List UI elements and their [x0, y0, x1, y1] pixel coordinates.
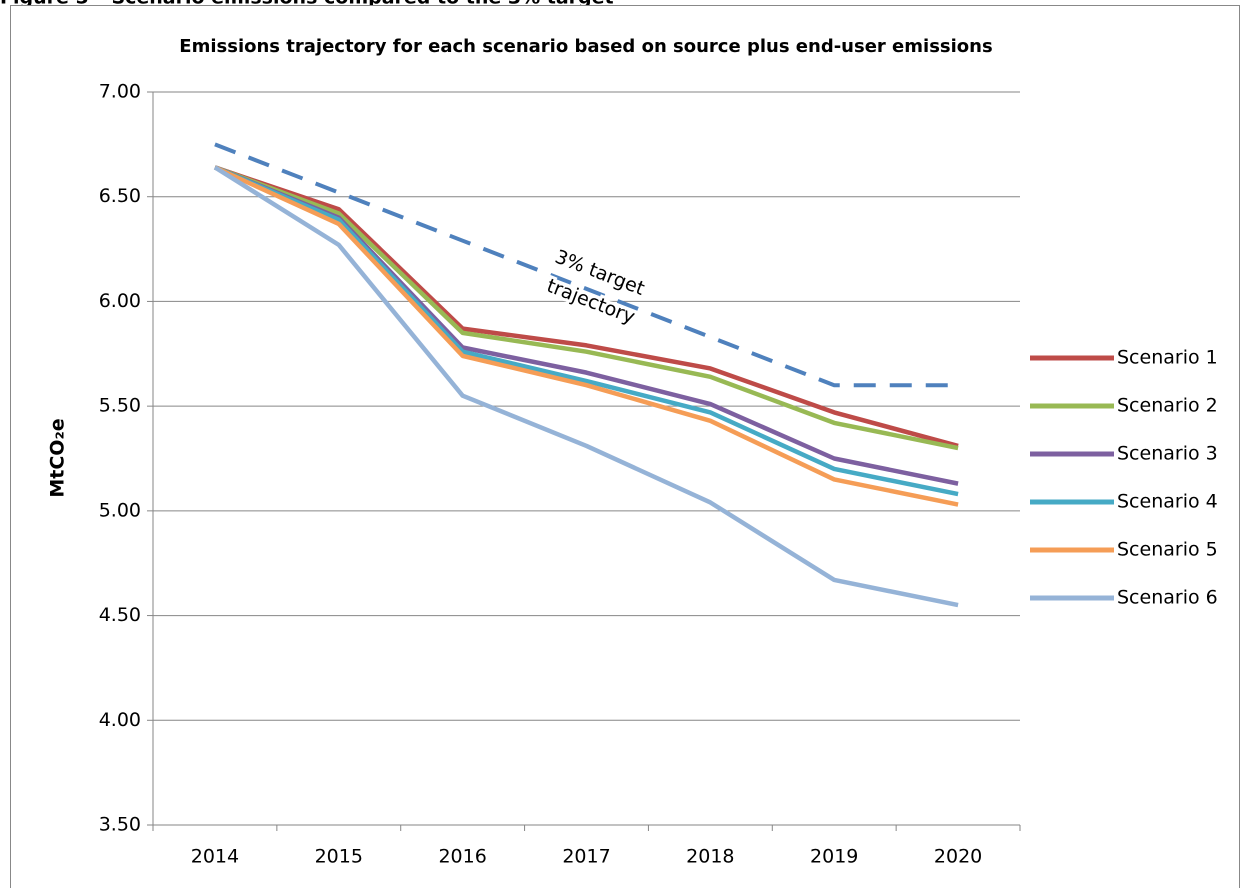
x-tick-label: 2019 [810, 846, 858, 868]
target-line [214, 142, 959, 388]
y-tick-label: 5.50 [99, 395, 141, 417]
y-tick-label: 7.00 [99, 81, 141, 103]
series-line [214, 165, 959, 449]
legend-label: Scenario 2 [1117, 395, 1218, 417]
x-tick-label: 2016 [438, 846, 486, 868]
chart-frame [10, 5, 1240, 888]
series-line [214, 165, 959, 451]
caption: Figure 5 – Scenario emissions compared t… [0, 0, 614, 9]
series-line [213, 165, 959, 507]
y-tick-label: 6.00 [99, 290, 141, 312]
series-line [214, 165, 959, 497]
chart-title: Emissions trajectory for each scenario b… [179, 36, 992, 57]
legend-label: Scenario 1 [1117, 347, 1218, 369]
legend-label: Scenario 4 [1117, 491, 1218, 513]
legend-label: Scenario 3 [1117, 443, 1218, 465]
x-tick-label: 2015 [315, 846, 363, 868]
x-tick-label: 2018 [686, 846, 734, 868]
y-tick-label: 4.50 [99, 604, 141, 626]
x-tick-label: 2017 [562, 846, 610, 868]
y-tick-label: 4.00 [99, 709, 141, 731]
series-line [213, 165, 959, 608]
x-tick-label: 2020 [934, 846, 982, 868]
y-tick-label: 5.00 [99, 499, 141, 521]
y-tick-label: 6.50 [99, 185, 141, 207]
legend-label: Scenario 5 [1117, 539, 1218, 561]
y-tick-label: 3.50 [99, 814, 141, 836]
legend-label: Scenario 6 [1117, 587, 1218, 609]
x-tick-label: 2014 [191, 846, 239, 868]
y-axis-label: MtCO₂e [47, 418, 69, 497]
